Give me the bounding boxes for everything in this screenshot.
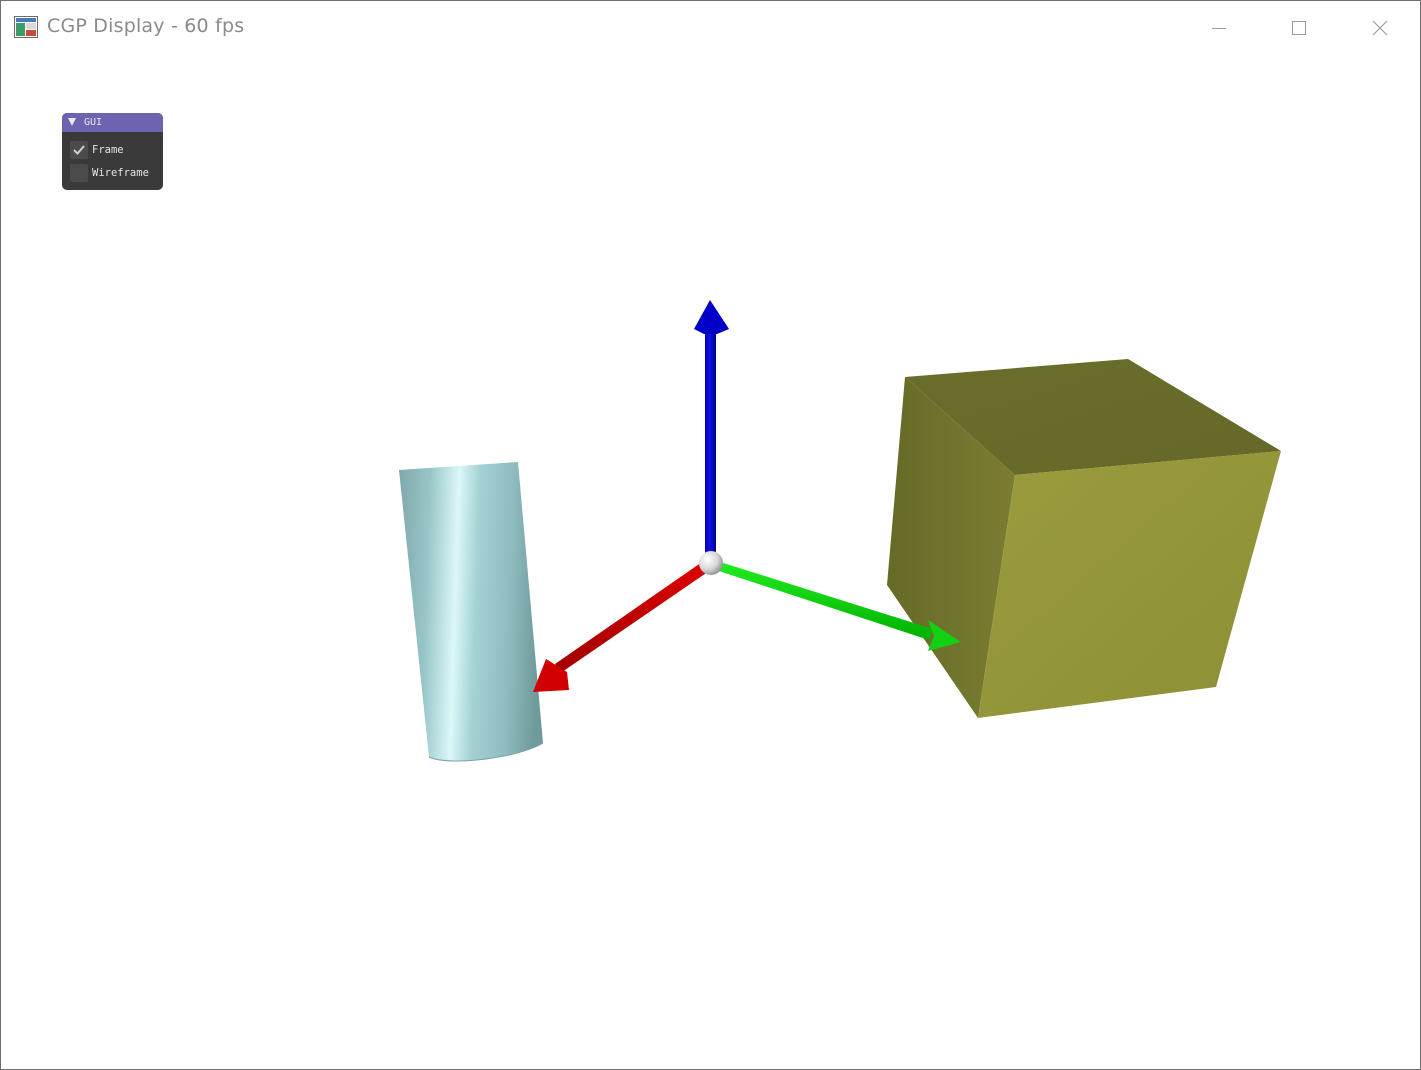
frame-x-axis: [533, 560, 712, 692]
maximize-icon: [1292, 21, 1306, 35]
gui-panel: GUI Frame Wireframe: [62, 113, 163, 190]
frame-origin-sphere: [699, 551, 723, 575]
checkmark-icon: [73, 145, 85, 155]
frame-y-axis: [714, 560, 961, 651]
wireframe-option-row[interactable]: Wireframe: [62, 162, 163, 184]
minimize-button[interactable]: [1179, 1, 1259, 55]
gui-title: GUI: [84, 117, 103, 128]
cube: [887, 359, 1281, 718]
cylinder: [399, 462, 544, 762]
title-bar[interactable]: CGP Display - 60 fps: [1, 1, 1420, 55]
frame-option-row[interactable]: Frame: [62, 139, 163, 161]
wireframe-label: Wireframe: [92, 167, 149, 179]
3d-viewport[interactable]: [1, 55, 1420, 1069]
window-title: CGP Display - 60 fps: [47, 15, 245, 37]
gui-header[interactable]: GUI: [62, 113, 163, 132]
app-icon: [14, 16, 38, 38]
close-icon: [1372, 20, 1388, 36]
wireframe-checkbox[interactable]: [70, 164, 88, 182]
frame-z-axis: [694, 300, 729, 559]
frame-label: Frame: [92, 144, 124, 156]
scene-canvas[interactable]: [1, 55, 1420, 1069]
collapse-arrow-icon[interactable]: [68, 118, 76, 126]
minimize-icon: [1212, 28, 1226, 29]
maximize-button[interactable]: [1259, 1, 1339, 55]
frame-checkbox[interactable]: [70, 141, 88, 159]
close-button[interactable]: [1340, 1, 1420, 55]
